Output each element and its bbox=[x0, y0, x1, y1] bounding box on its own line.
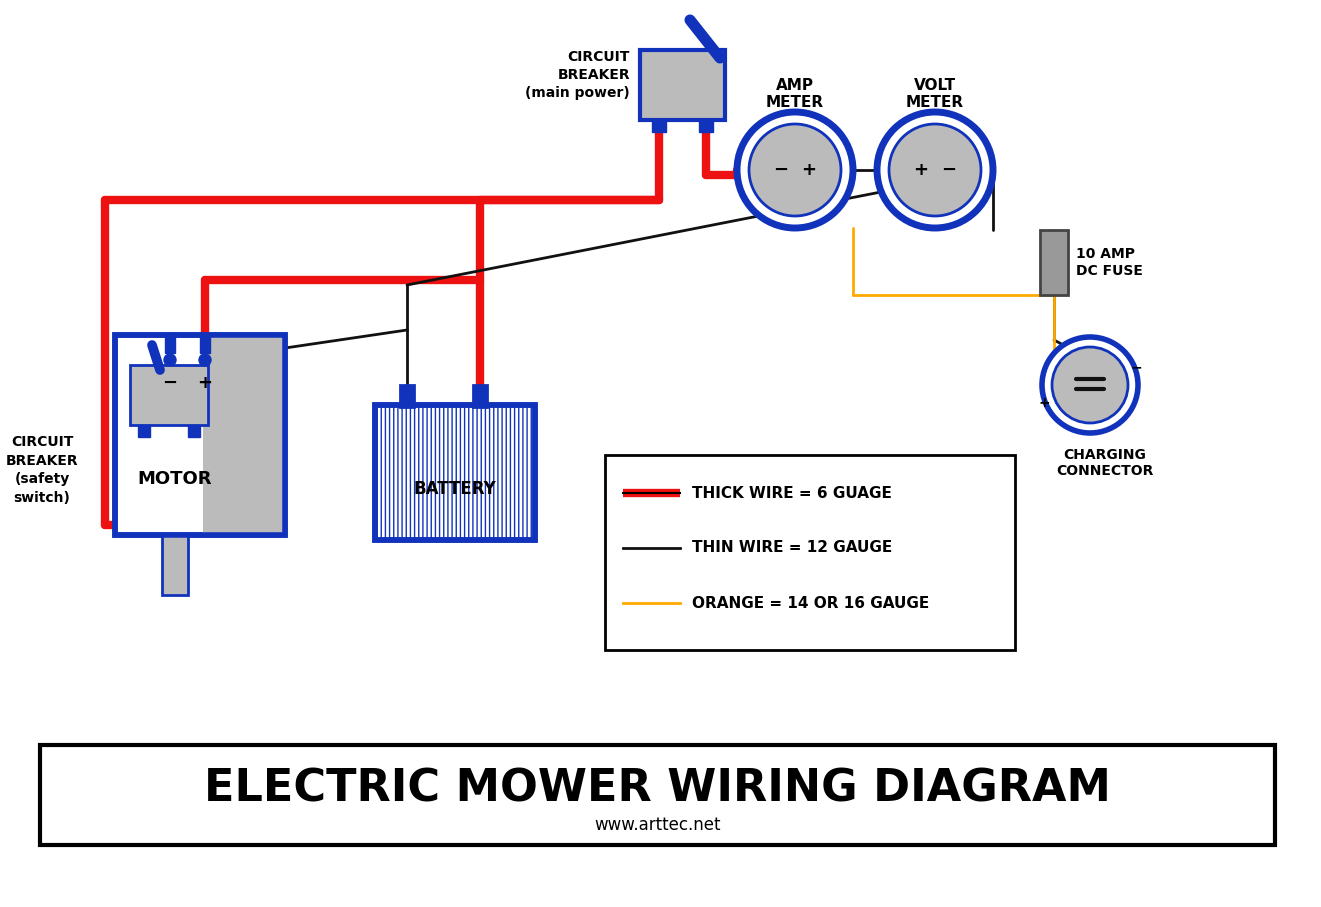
Bar bbox=[1040, 230, 1067, 295]
Bar bbox=[188, 425, 199, 437]
Bar bbox=[115, 335, 285, 535]
Bar bbox=[639, 50, 725, 120]
Bar bbox=[203, 335, 285, 535]
Bar bbox=[605, 455, 1015, 650]
Circle shape bbox=[749, 124, 841, 216]
Bar bbox=[165, 333, 174, 353]
Bar bbox=[699, 120, 713, 132]
Circle shape bbox=[402, 392, 412, 402]
Text: MOTOR: MOTOR bbox=[137, 470, 211, 488]
Text: +: + bbox=[802, 161, 816, 179]
Text: CHARGING
CONNECTOR: CHARGING CONNECTOR bbox=[1057, 448, 1153, 478]
Bar bbox=[161, 535, 188, 595]
Text: ELECTRIC MOWER WIRING DIAGRAM: ELECTRIC MOWER WIRING DIAGRAM bbox=[203, 767, 1111, 811]
Bar bbox=[375, 405, 535, 540]
Text: −: − bbox=[1131, 360, 1141, 374]
Bar bbox=[40, 745, 1275, 845]
Text: −: − bbox=[773, 161, 789, 179]
Bar bbox=[375, 405, 535, 540]
Circle shape bbox=[164, 354, 176, 366]
Circle shape bbox=[1042, 337, 1137, 433]
Circle shape bbox=[737, 112, 853, 228]
Bar bbox=[137, 425, 151, 437]
Circle shape bbox=[199, 354, 211, 366]
Bar bbox=[653, 120, 666, 132]
Text: THICK WIRE = 6 GUAGE: THICK WIRE = 6 GUAGE bbox=[692, 485, 892, 501]
Bar bbox=[199, 333, 210, 353]
Text: +: + bbox=[914, 161, 929, 179]
Circle shape bbox=[1052, 347, 1128, 423]
Circle shape bbox=[889, 124, 982, 216]
Circle shape bbox=[476, 392, 485, 402]
Bar bbox=[115, 335, 285, 535]
Bar bbox=[400, 385, 413, 407]
Text: +: + bbox=[1038, 396, 1050, 410]
Circle shape bbox=[877, 112, 993, 228]
Bar bbox=[129, 365, 207, 425]
Text: www.arttec.net: www.arttec.net bbox=[594, 816, 721, 834]
Bar bbox=[473, 385, 487, 407]
Text: AMP
METER: AMP METER bbox=[766, 78, 824, 110]
Text: +: + bbox=[198, 374, 213, 392]
Text: −: − bbox=[942, 161, 956, 179]
Text: VOLT
METER: VOLT METER bbox=[906, 78, 964, 110]
Text: ORANGE = 14 OR 16 GAUGE: ORANGE = 14 OR 16 GAUGE bbox=[692, 596, 929, 610]
Text: 10 AMP
DC FUSE: 10 AMP DC FUSE bbox=[1077, 248, 1143, 278]
Text: CIRCUIT
BREAKER
(safety
switch): CIRCUIT BREAKER (safety switch) bbox=[5, 435, 78, 504]
Text: BATTERY: BATTERY bbox=[413, 480, 497, 498]
Text: −: − bbox=[162, 374, 177, 392]
Text: THIN WIRE = 12 GAUGE: THIN WIRE = 12 GAUGE bbox=[692, 541, 892, 555]
Text: CIRCUIT
BREAKER
(main power): CIRCUIT BREAKER (main power) bbox=[526, 50, 630, 101]
